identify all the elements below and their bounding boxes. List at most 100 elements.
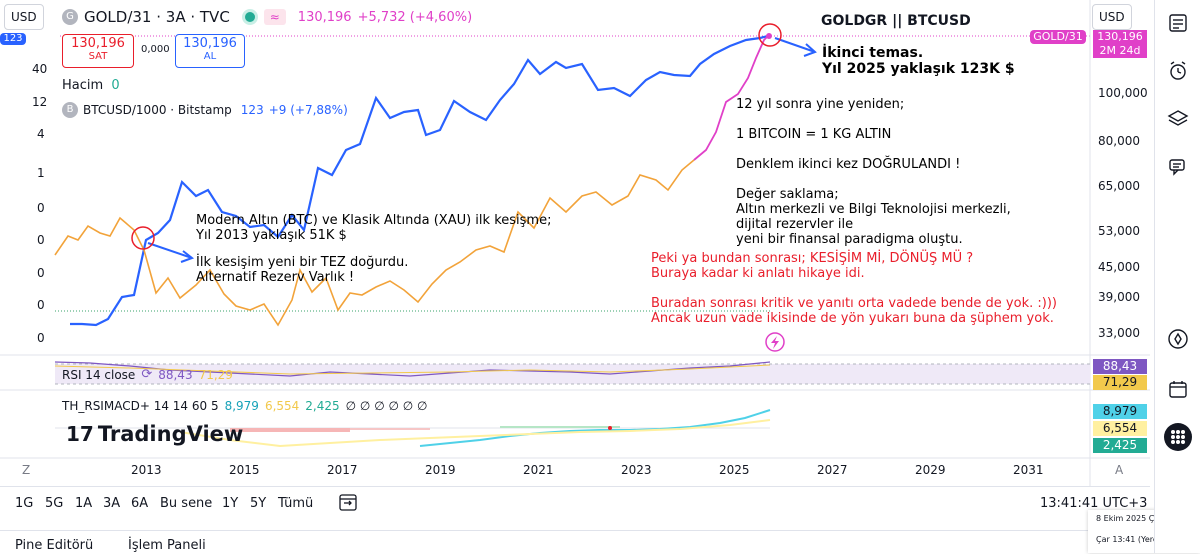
x-axis-label: 2029	[915, 463, 946, 477]
timeframe-1g[interactable]: 1G	[15, 496, 34, 511]
timeframe-6a[interactable]: 6A	[131, 496, 149, 511]
macd-v3: 2,425	[305, 399, 340, 413]
ideas-compass-icon[interactable]	[1163, 324, 1193, 354]
right-axis-label: 39,000	[1098, 290, 1140, 304]
macd-right-label3: 2,425	[1093, 438, 1147, 453]
bottom-panel-bar	[0, 530, 1150, 554]
macd-histogram	[230, 426, 620, 432]
btc-line	[70, 34, 769, 327]
currency-button-left[interactable]: USD	[4, 4, 44, 30]
timeframe-tumu[interactable]: Tümü	[278, 496, 314, 511]
macd-legend[interactable]: TH_RSIMACD+ 14 14 60 5 8,979 6,554 2,425…	[62, 399, 427, 413]
rsi-right-label1: 88,43	[1093, 359, 1147, 374]
annotation-second-contact[interactable]: İkinci temas. Yıl 2025 yaklaşık 123K $	[822, 45, 1015, 77]
tab-pine-editor[interactable]: Pine Editörü	[15, 538, 94, 553]
timeframe-5g[interactable]: 5G	[45, 496, 64, 511]
currency-button-right[interactable]: USD	[1092, 4, 1132, 30]
timeframe-1y[interactable]: 1Y	[222, 496, 239, 511]
macd-label: TH_RSIMACD+ 14 14 60 5	[62, 399, 219, 413]
main-chart[interactable]	[0, 0, 1150, 553]
right-axis-label: 45,000	[1098, 260, 1140, 274]
left-axis-label: 0	[37, 331, 45, 345]
buy-price: 130,196	[183, 36, 237, 51]
x-axis-label: 2015	[229, 463, 260, 477]
tooltip-date: 8 Ekim 2025 Çarşamba	[1096, 514, 1190, 523]
x-axis-label: 2017	[327, 463, 358, 477]
tradingview-logo-icon: 17	[66, 422, 94, 446]
calendar-icon[interactable]	[1163, 374, 1193, 404]
watermark-text: TradingView	[97, 422, 244, 446]
x-axis-label: 2027	[817, 463, 848, 477]
right-axis-label: 100,000	[1098, 86, 1148, 100]
lightning-icon	[765, 332, 785, 352]
left-axis-label: 0	[37, 201, 45, 215]
annotation-thesis[interactable]: İlk kesişim yeni bir TEZ doğurdu. Altern…	[196, 255, 409, 285]
cross-circle-2013	[131, 226, 155, 250]
clock-display[interactable]: 13:41:41 UTC+3	[1040, 496, 1148, 511]
layers-icon[interactable]	[1163, 104, 1193, 134]
symbol-change: +5,732 (+4,60%)	[357, 9, 473, 25]
left-axis-label: 0	[37, 233, 45, 247]
arrow-first-cross	[147, 242, 195, 263]
overlay-value: 123	[240, 103, 264, 117]
timeframe-1a[interactable]: 1A	[75, 496, 93, 511]
annotation-first-cross[interactable]: Modern Altın (BTC) ve Klasik Altında (XA…	[196, 213, 552, 243]
symbol-logo-icon: G	[62, 9, 78, 25]
rsi-right-label2: 71,29	[1093, 375, 1147, 390]
right-axis-label: 33,000	[1098, 326, 1140, 340]
date-range-icon[interactable]	[338, 492, 358, 512]
left-axis-label: 12	[32, 95, 48, 109]
overlay-change: +9 (+7,88%)	[268, 103, 348, 117]
right-axis-label: 65,000	[1098, 179, 1140, 193]
timeframe-5y[interactable]: 5Y	[250, 496, 267, 511]
tab-trading-panel[interactable]: İşlem Paneli	[128, 538, 206, 553]
chat-icon[interactable]	[1163, 152, 1193, 182]
compare-icon[interactable]: ≈	[263, 9, 286, 25]
x-axis-label: 2025	[719, 463, 750, 477]
macd-right-label1: 8,979	[1093, 404, 1147, 419]
chart-title: GOLDGR || BTCUSD	[821, 13, 971, 29]
volume-indicator[interactable]: Hacim 0	[62, 78, 120, 93]
overlay-symbol-legend[interactable]: B BTCUSD/1000 · Bitstamp 123 +9 (+7,88%)	[62, 102, 348, 118]
x-axis-label: 2023	[621, 463, 652, 477]
x-axis-left-button[interactable]: Z	[22, 463, 31, 477]
tooltip-time: Çar 13:41 (Yerel saat)	[1096, 535, 1183, 544]
annotation-red-question[interactable]: Peki ya bundan sonrası; KESİŞİM Mİ, DÖNÜ…	[651, 251, 1057, 326]
volume-label: Hacim	[62, 78, 104, 93]
sell-price: 130,196	[71, 36, 125, 51]
x-axis-right-button[interactable]: A	[1115, 463, 1124, 477]
macd-line	[419, 409, 771, 447]
right-axis-label: 80,000	[1098, 134, 1140, 148]
watchlist-icon[interactable]	[1163, 8, 1193, 38]
left-axis-label: 1	[37, 166, 45, 180]
macd-v1: 8,979	[224, 399, 259, 413]
left-axis-label: 0	[37, 298, 45, 312]
annotation-main-note[interactable]: 12 yıl sonra yine yeniden; 1 BITCOIN = 1…	[736, 97, 1011, 247]
rsi-value1: 88,43	[158, 367, 193, 382]
gold-line-orange	[54, 159, 695, 327]
symbol-price: 130,196	[297, 9, 352, 25]
rsi-legend[interactable]: RSI 14 close ⟳ 88,43 71,29	[62, 367, 233, 382]
volume-value: 0	[111, 78, 120, 93]
timeframe-bu-sene[interactable]: Bu sene	[160, 496, 213, 511]
rsi-band	[55, 364, 1090, 384]
symbol-title[interactable]: GOLD/31 · 3A · TVC	[84, 8, 230, 26]
sell-button[interactable]: 130,196 SAT	[62, 34, 134, 68]
right-axis-label: 53,000	[1098, 224, 1140, 238]
macd-right-label2: 6,554	[1093, 421, 1147, 436]
more-apps-icon[interactable]	[1163, 422, 1193, 452]
spread-value: 0,000	[141, 44, 170, 55]
arrow-second-contact	[774, 37, 817, 57]
left-axis-label: 40	[32, 62, 48, 76]
alert-clock-icon[interactable]	[1163, 56, 1193, 86]
buy-button[interactable]: 130,196 AL	[175, 34, 245, 68]
price-badge-left: 123	[0, 33, 26, 45]
timeframe-3a[interactable]: 3A	[103, 496, 121, 511]
left-axis-label: 4	[37, 127, 45, 141]
tradingview-watermark[interactable]: 17 TradingView	[66, 422, 243, 446]
macd-signal-line	[179, 419, 771, 448]
overlay-title: BTCUSD/1000 · Bitstamp	[83, 103, 232, 117]
rsi-sma-line	[54, 364, 771, 375]
x-axis-label: 2031	[1013, 463, 1044, 477]
timeframe-bar	[0, 486, 1150, 523]
